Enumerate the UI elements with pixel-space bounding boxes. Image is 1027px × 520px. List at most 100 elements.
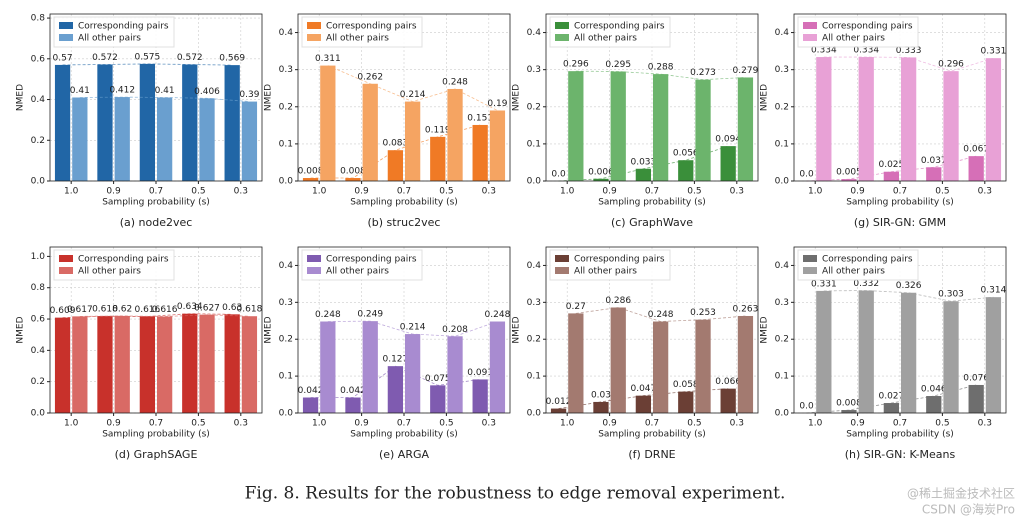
y-tick-label: 0.2 — [279, 335, 293, 345]
value-label: 0.616 — [152, 305, 178, 315]
value-label: 0.634 — [177, 302, 203, 312]
bar — [447, 88, 463, 181]
x-axis-label: Sampling probability (s) — [846, 430, 954, 440]
y-axis-label: NMED — [264, 316, 274, 343]
bar — [345, 178, 361, 181]
value-label: 0.406 — [194, 87, 220, 97]
x-tick-label: 0.7 — [149, 419, 163, 429]
bar — [320, 65, 336, 181]
x-tick-label: 0.9 — [850, 419, 865, 429]
value-label: 0.127 — [382, 355, 408, 365]
y-tick-label: 0.3 — [279, 65, 293, 75]
x-tick-label: 0.3 — [730, 187, 744, 197]
trend-line — [62, 313, 233, 319]
legend-swatch — [59, 255, 73, 262]
value-label: 0.253 — [690, 308, 716, 318]
legend-label: All other pairs — [326, 34, 389, 44]
chart-title: (f) DRNE — [628, 448, 675, 461]
bar — [968, 156, 984, 181]
chart-title: (h) SIR-GN: K-Means — [845, 448, 956, 461]
bar — [635, 395, 651, 413]
bar — [653, 321, 669, 413]
bar — [695, 79, 711, 181]
x-tick-label: 0.9 — [354, 187, 369, 197]
y-tick-label: 0.4 — [279, 261, 294, 271]
y-tick-label: 0.1 — [279, 372, 293, 382]
bar — [345, 397, 361, 413]
x-tick-label: 0.9 — [106, 187, 121, 197]
y-axis-label: NMED — [16, 84, 26, 111]
value-label: 0.412 — [109, 86, 135, 96]
bar — [157, 97, 173, 181]
value-label: 0.076 — [963, 373, 989, 383]
bar — [593, 178, 609, 181]
x-tick-label: 0.7 — [645, 419, 659, 429]
value-label: 0.332 — [853, 279, 879, 289]
bar — [199, 98, 215, 181]
bar — [737, 77, 754, 181]
x-axis-label: Sampling probability (s) — [846, 198, 954, 208]
y-tick-label: 0.1 — [775, 139, 789, 149]
trend-line — [806, 384, 977, 414]
bar — [883, 403, 899, 413]
x-tick-label: 0.5 — [439, 419, 453, 429]
x-axis-label: Sampling probability (s) — [102, 430, 210, 440]
x-axis-label: Sampling probability (s) — [102, 198, 210, 208]
value-label: 0.033 — [630, 157, 656, 167]
value-label: 0.214 — [400, 90, 426, 100]
plot-frame — [297, 13, 511, 182]
legend-swatch — [803, 255, 817, 262]
x-tick-label: 0.5 — [439, 187, 453, 197]
bar — [968, 384, 984, 413]
bar — [901, 292, 917, 413]
bar — [568, 313, 584, 413]
bar — [883, 171, 899, 181]
bar — [320, 321, 336, 413]
x-tick-label: 1.0 — [64, 419, 79, 429]
bar — [182, 64, 198, 181]
value-label: 0.286 — [605, 296, 631, 306]
legend-swatch — [307, 255, 321, 262]
legend-swatch — [555, 267, 569, 274]
bar — [387, 150, 403, 181]
y-tick-label: 0.2 — [279, 102, 293, 112]
chart-title: (a) node2vec — [120, 216, 193, 229]
value-label: 0.296 — [938, 60, 964, 70]
y-tick-label: 0.2 — [527, 335, 541, 345]
chart-title: (c) GraphWave — [611, 216, 693, 229]
value-label: 0.279 — [733, 66, 759, 76]
legend-box — [53, 249, 175, 281]
x-tick-label: 0.7 — [149, 187, 163, 197]
bar — [943, 301, 959, 413]
value-label: 0.119 — [425, 125, 451, 135]
value-label: 0.314 — [981, 286, 1007, 296]
x-tick-label: 1.0 — [64, 187, 79, 197]
value-label: 0.042 — [340, 386, 366, 396]
value-label: 0.248 — [315, 310, 341, 320]
value-label: 0.047 — [630, 384, 656, 394]
x-axis-label: Sampling probability (s) — [350, 430, 458, 440]
legend-box — [797, 16, 919, 48]
x-tick-label: 0.3 — [978, 419, 992, 429]
bar — [430, 136, 446, 181]
legend-swatch — [59, 267, 73, 274]
bar — [97, 316, 113, 413]
legend-swatch — [307, 34, 321, 41]
legend-swatch — [803, 267, 817, 274]
x-axis-label: Sampling probability (s) — [598, 430, 706, 440]
value-label: 0.046 — [921, 385, 947, 395]
bar — [302, 397, 319, 413]
bar — [635, 168, 651, 181]
legend-box — [53, 16, 175, 48]
y-axis-label: NMED — [512, 316, 522, 343]
watermark: CSDN @海炭Pro — [922, 502, 1015, 517]
trend-line — [823, 290, 994, 302]
value-label: 0.27 — [566, 302, 586, 312]
x-tick-label: 1.0 — [560, 187, 575, 197]
value-label: 0.618 — [237, 305, 263, 315]
value-label: 0.037 — [921, 156, 947, 166]
y-tick-label: 0.3 — [527, 65, 541, 75]
value-label: 0.609 — [50, 306, 76, 316]
y-tick-label: 0.2 — [775, 335, 789, 345]
bar — [695, 319, 711, 413]
